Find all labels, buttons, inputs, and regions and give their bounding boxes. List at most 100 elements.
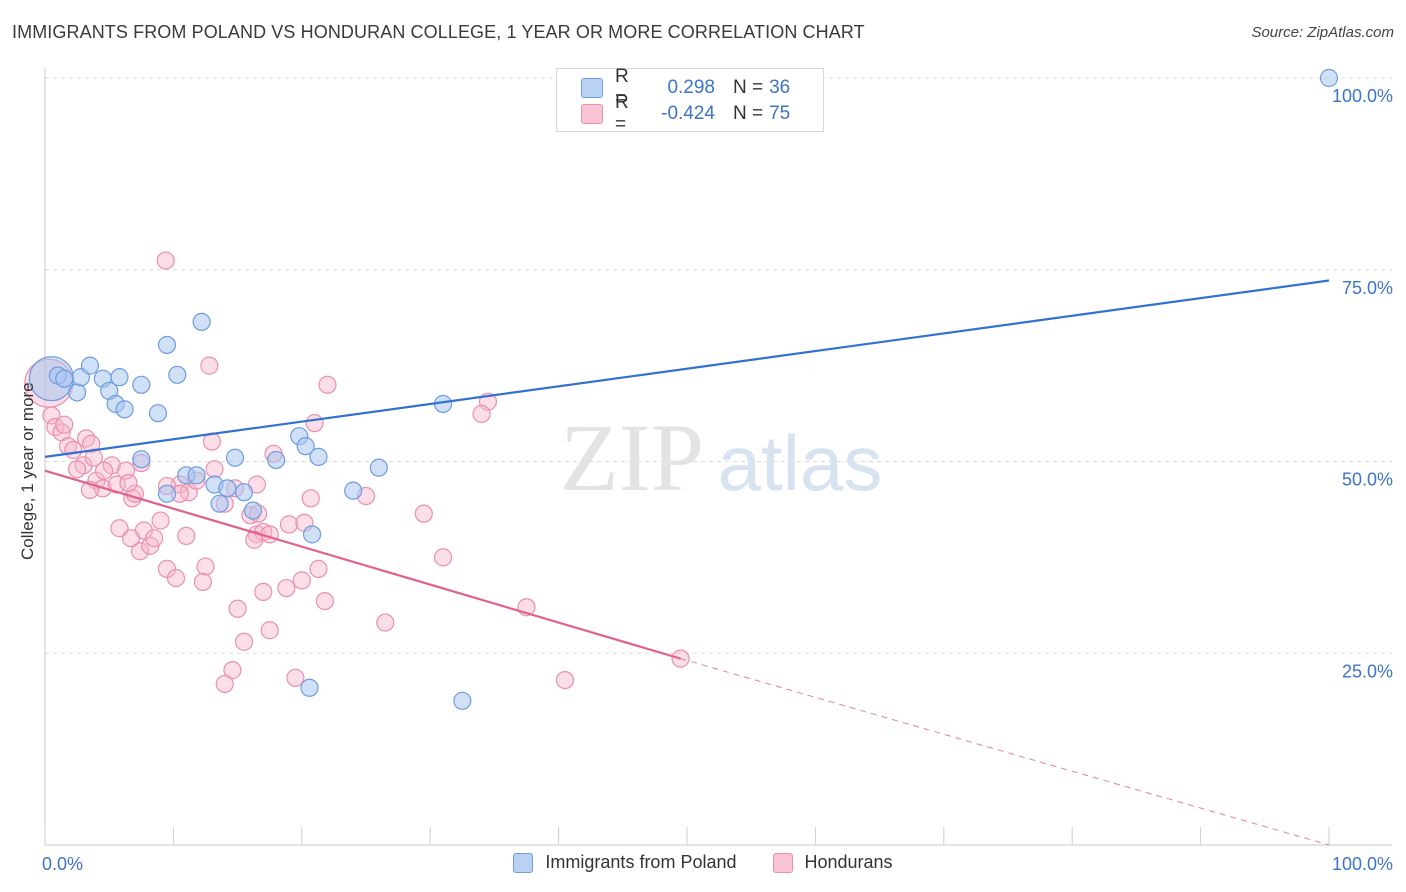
hondurans-point xyxy=(376,613,395,632)
hondurans-point xyxy=(433,548,453,567)
hondurans-point xyxy=(76,429,96,448)
hondurans-point xyxy=(223,661,242,680)
legend-swatch-hondurans xyxy=(581,104,603,124)
legend-r-value-hondurans: -0.424 xyxy=(661,103,715,124)
legend-swatch-poland xyxy=(513,852,534,873)
watermark-zip: ZIP xyxy=(560,404,704,511)
hondurans-point xyxy=(254,582,273,601)
poland-point xyxy=(67,383,87,402)
poland-point xyxy=(453,691,472,710)
hondurans-point xyxy=(145,529,164,548)
legend-n-label: N = xyxy=(733,77,764,98)
legend-label-hondurans: Hondurans xyxy=(804,852,893,872)
hondurans-point xyxy=(318,375,337,394)
hondurans-trend-line xyxy=(44,469,681,660)
hondurans-point xyxy=(151,511,170,530)
hondurans-point xyxy=(110,519,129,538)
hondurans-point xyxy=(292,571,311,590)
legend-row-poland: R = 0.298 N = 36 xyxy=(581,66,791,109)
y-tick-label: 100.0% xyxy=(1332,86,1393,106)
hondurans-point xyxy=(309,559,328,578)
hondurans-point xyxy=(42,406,61,425)
series-legend: Immigrants from Poland Hondurans xyxy=(0,852,1406,873)
poland-point xyxy=(157,484,177,503)
poland-point xyxy=(300,678,319,697)
hondurans-point xyxy=(279,515,299,534)
poland-point xyxy=(80,356,100,375)
hondurans-point xyxy=(55,415,74,434)
hondurans-point xyxy=(177,526,196,545)
hondurans-point xyxy=(166,568,186,588)
hondurans-point xyxy=(67,460,87,479)
legend-swatch-poland xyxy=(581,78,603,98)
poland-point xyxy=(187,466,206,485)
hondurans-point xyxy=(94,461,114,480)
y-tick-label: 25.0% xyxy=(1342,661,1393,681)
hondurans-point xyxy=(228,599,247,618)
poland-point xyxy=(1319,68,1339,88)
hondurans-point xyxy=(555,670,575,690)
poland-point xyxy=(344,481,363,500)
hondurans-point xyxy=(414,504,433,523)
poland-point xyxy=(234,483,254,502)
poland-point xyxy=(110,368,129,387)
poland-point xyxy=(267,450,286,470)
poland-trend-line xyxy=(44,279,1330,458)
watermark: ZIP atlas xyxy=(560,404,882,511)
legend-swatch-hondurans xyxy=(772,852,793,873)
poland-point xyxy=(369,458,388,477)
hondurans-point xyxy=(305,414,324,433)
hondurans-point xyxy=(196,557,215,576)
hondurans-point xyxy=(130,542,150,561)
poland-point xyxy=(225,448,245,467)
correlation-legend: R = 0.298 N = 36 R = -0.424 N = 75 xyxy=(556,66,824,135)
hondurans-point xyxy=(472,404,491,424)
poland-point xyxy=(148,404,168,423)
poland-point xyxy=(210,494,229,513)
poland-point xyxy=(132,375,151,394)
hondurans-point xyxy=(205,460,224,479)
chart-title: IMMIGRANTS FROM POLAND VS HONDURAN COLLE… xyxy=(12,22,865,42)
hondurans-point xyxy=(277,578,296,598)
hondurans-point xyxy=(260,621,279,640)
x-tick-label-min: 0.0% xyxy=(42,854,83,874)
poland-point xyxy=(157,335,177,355)
hondurans-point xyxy=(286,668,305,687)
y-tick-label: 50.0% xyxy=(1342,470,1393,490)
poland-point xyxy=(218,479,237,498)
y-axis-label: College, 1 year or more xyxy=(18,382,37,560)
hondurans-point xyxy=(82,434,101,453)
poland-point xyxy=(309,447,328,466)
legend-item-hondurans[interactable]: Hondurans xyxy=(772,852,893,873)
poland-point xyxy=(302,525,322,544)
legend-r-label: R = xyxy=(615,66,629,109)
poland-point xyxy=(132,450,151,469)
legend-n-label: N = xyxy=(733,103,764,124)
legend-label-poland: Immigrants from Poland xyxy=(545,852,737,872)
legend-item-poland[interactable]: Immigrants from Poland xyxy=(513,852,737,873)
tick-labels: 25.0% 50.0% 75.0% 100.0% 0.0% 100.0% xyxy=(42,86,1393,874)
hondurans-point xyxy=(156,251,175,270)
poland-points xyxy=(28,68,1339,710)
grid-lines xyxy=(45,77,1392,654)
hondurans-point xyxy=(193,572,213,592)
poland-point xyxy=(243,501,263,520)
x-tick-label-max: 100.0% xyxy=(1332,854,1393,874)
hondurans-point xyxy=(234,632,254,651)
legend-n-value-hondurans: 75 xyxy=(769,103,791,124)
hondurans-point xyxy=(200,356,219,375)
hondurans-point xyxy=(315,591,335,611)
legend-n-value-poland: 36 xyxy=(769,77,791,98)
legend-r-value-poland: 0.298 xyxy=(667,77,715,98)
poland-point xyxy=(192,312,211,332)
legend-r-label: R = xyxy=(615,92,629,135)
poland-point xyxy=(296,437,315,456)
hondurans-point xyxy=(119,473,138,493)
poland-point xyxy=(115,400,134,419)
y-tick-label: 75.0% xyxy=(1342,278,1393,298)
source-label: Source: ZipAtlas.com xyxy=(1251,24,1394,41)
legend-row-hondurans: R = -0.424 N = 75 xyxy=(581,92,791,135)
hondurans-trend-extension xyxy=(680,658,1330,846)
hondurans-point xyxy=(121,529,141,548)
